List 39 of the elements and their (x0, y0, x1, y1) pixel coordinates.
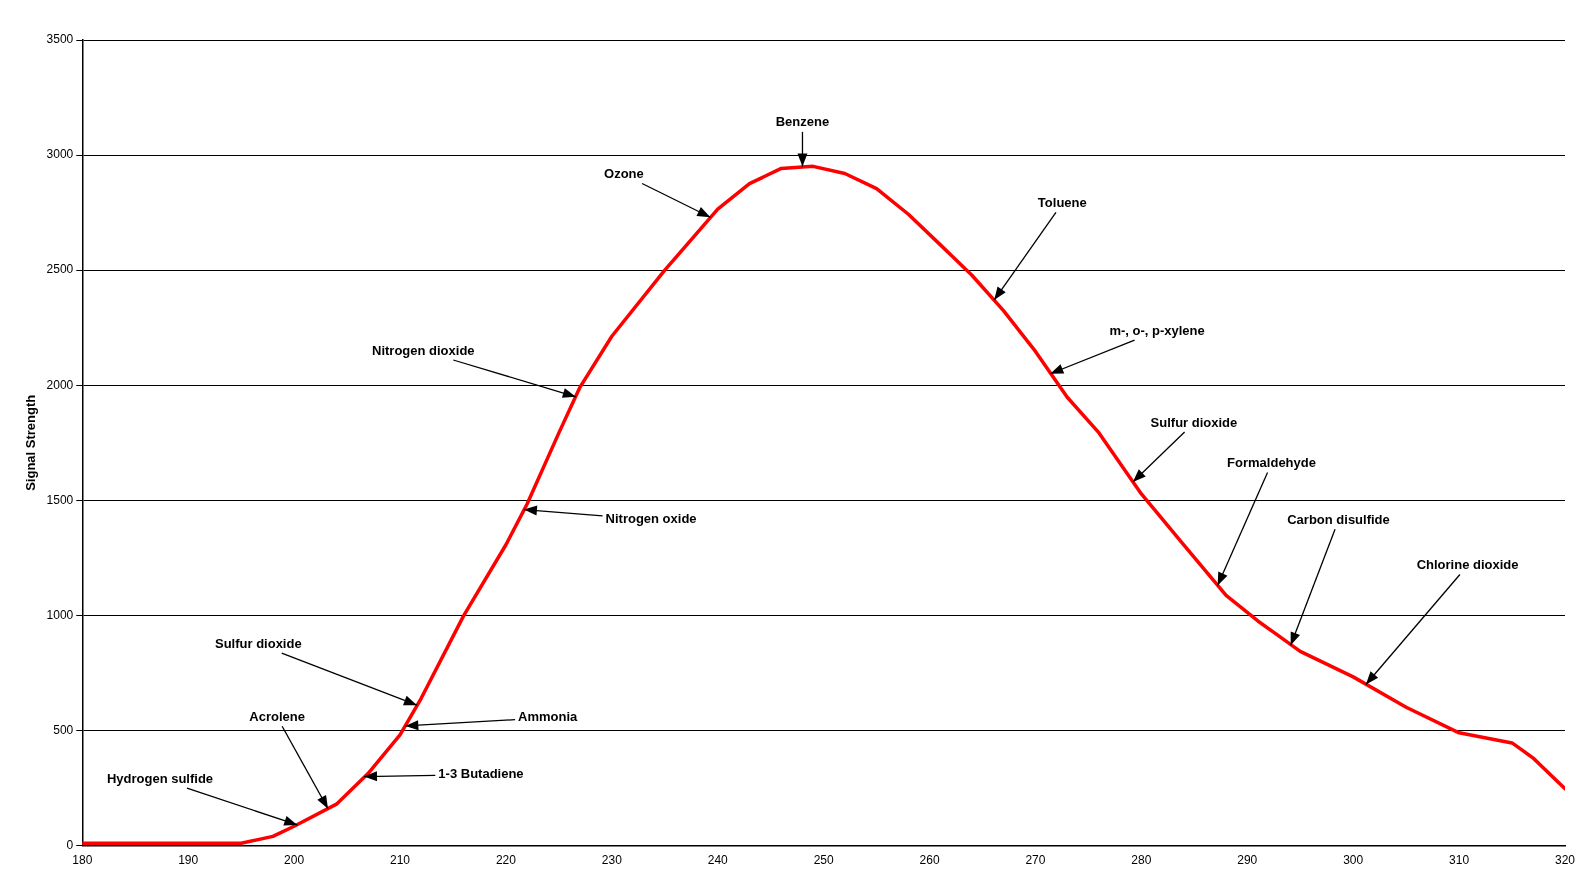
x-tick-label: 250 (813, 853, 834, 868)
annotation: Nitrogen oxide (605, 511, 697, 527)
annotation: Toluene (1037, 195, 1087, 211)
annotation: Sulfur dioxide (214, 635, 302, 651)
x-tick-label: 220 (495, 853, 517, 868)
x-tick-label: 210 (390, 853, 411, 868)
x-tick-label: 230 (601, 853, 623, 868)
x-tick-label: 180 (72, 853, 93, 868)
x-tick-label: 290 (1237, 853, 1258, 868)
x-tick-label: 300 (1343, 853, 1364, 868)
y-tick-label: 2500 (46, 262, 74, 277)
annotation: Sulfur dioxide (1150, 414, 1238, 430)
annotation: Chlorine dioxide (1416, 557, 1519, 573)
y-tick-label: 1500 (46, 492, 74, 507)
annotation: Benzene (775, 114, 830, 130)
annotation: Nitrogen dioxide (371, 342, 475, 358)
annotation: Ozone (604, 166, 644, 182)
x-tick-label: 190 (178, 853, 199, 868)
annotation: Ammonia (518, 709, 579, 725)
x-tick-label: 240 (707, 853, 729, 868)
annotation: Acrolene (249, 708, 305, 724)
y-tick-label: 1000 (46, 607, 74, 622)
y-tick-label: 500 (53, 722, 74, 737)
x-tick-label: 310 (1449, 853, 1470, 868)
annotation: 1-3 Butadiene (438, 766, 524, 782)
x-tick-label: 320 (1554, 853, 1576, 868)
y-tick-label: 2000 (46, 377, 74, 392)
x-tick-label: 270 (1025, 853, 1046, 868)
x-tick-label: 260 (919, 853, 940, 868)
y-axis-title: Signal Strength (23, 394, 39, 491)
x-tick-label: 200 (284, 853, 305, 868)
annotation: Carbon disulfide (1287, 511, 1390, 527)
annotation: Hydrogen sulfide (106, 770, 214, 786)
x-tick-label: 280 (1131, 853, 1152, 868)
y-tick-label: 3500 (46, 32, 74, 47)
y-tick-label: 0 (66, 837, 74, 852)
annotation: m-, o-, p-xylene (1109, 322, 1205, 338)
annotation: Formaldehyde (1227, 455, 1316, 471)
y-tick-label: 3000 (46, 147, 74, 162)
